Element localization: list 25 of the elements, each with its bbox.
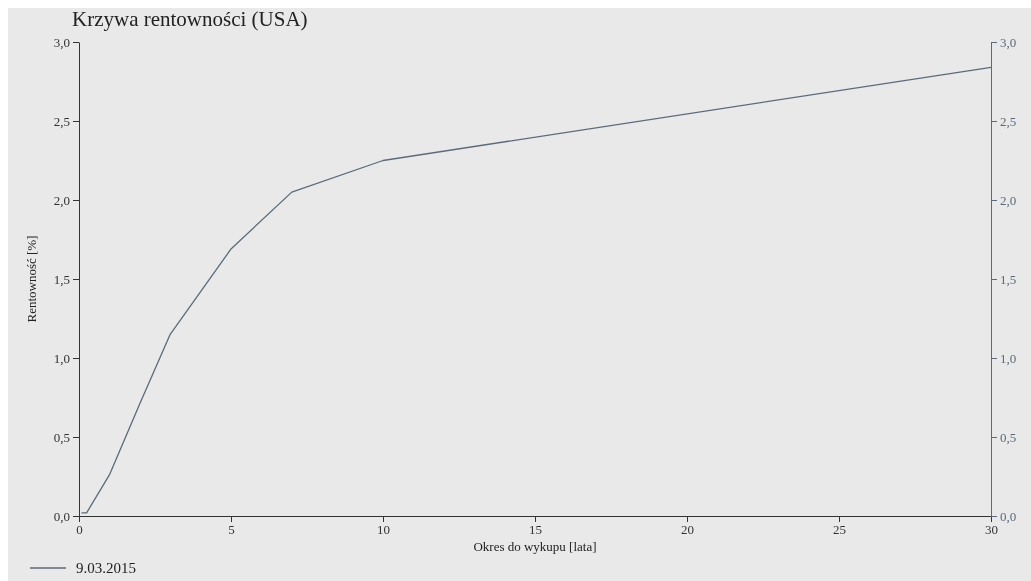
x-tick-label: 0 bbox=[76, 522, 83, 538]
y-axis-title: Rentowność [%] bbox=[24, 235, 39, 323]
y-tick-label: 1,0 bbox=[53, 350, 70, 366]
y2-tick-label: 3,0 bbox=[1000, 34, 1017, 50]
y-tick-label: 0,5 bbox=[53, 429, 70, 445]
chart-title: Krzywa rentowności (USA) bbox=[72, 7, 308, 31]
x-tick-label: 20 bbox=[681, 522, 694, 538]
x-axis-title: Okres do wykupu [lata] bbox=[473, 539, 597, 554]
y2-tick-label: 1,0 bbox=[1000, 350, 1017, 366]
y2-tick-label: 0,0 bbox=[1000, 508, 1017, 524]
y2-tick-label: 1,5 bbox=[1000, 271, 1017, 287]
y-tick-label: 1,5 bbox=[53, 271, 70, 287]
y2-tick-label: 0,5 bbox=[1000, 429, 1017, 445]
x-tick-label: 15 bbox=[529, 522, 542, 538]
y2-tick-label: 2,5 bbox=[1000, 113, 1017, 129]
x-tick-label: 10 bbox=[377, 522, 390, 538]
x-tick-label: 30 bbox=[985, 522, 998, 538]
y2-tick-label: 2,0 bbox=[1000, 192, 1017, 208]
legend-label: 9.03.2015 bbox=[76, 560, 136, 576]
x-tick-label: 5 bbox=[228, 522, 235, 538]
x-tick-label: 25 bbox=[833, 522, 846, 538]
y-tick-label: 3,0 bbox=[53, 34, 70, 50]
y-tick-label: 2,0 bbox=[53, 192, 70, 208]
y-tick-label: 2,5 bbox=[53, 113, 70, 129]
y-tick-label: 0,0 bbox=[53, 508, 70, 524]
